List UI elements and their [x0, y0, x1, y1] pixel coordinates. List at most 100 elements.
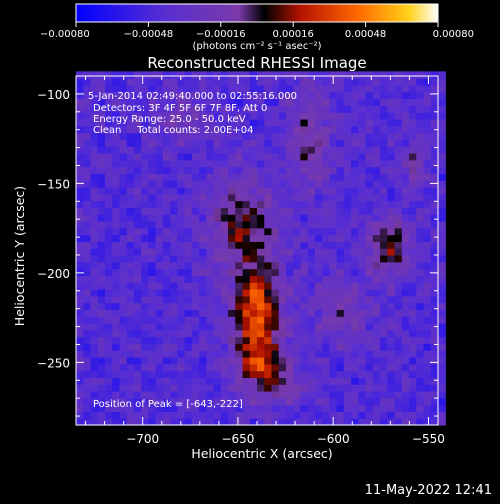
heatmap-cell [206, 78, 215, 86]
heatmap-cell [329, 384, 338, 392]
heatmap-cell [76, 384, 84, 392]
heatmap-cell [387, 180, 396, 188]
heatmap-cell [430, 139, 439, 147]
heatmap-cell [206, 288, 215, 297]
heatmap-cell [264, 152, 273, 161]
heatmap-cell [307, 180, 316, 188]
heatmap-cell [343, 356, 352, 365]
heatmap-cell [423, 241, 432, 249]
heatmap-cell [191, 112, 200, 120]
heatmap-cell [162, 261, 171, 270]
heatmap-cell [126, 186, 135, 195]
heatmap-cell [242, 390, 251, 399]
heatmap-cell [322, 125, 330, 134]
heatmap-cell [264, 241, 273, 249]
heatmap-cell [206, 227, 215, 236]
heatmap-cell [264, 275, 273, 283]
heatmap-cell [97, 227, 106, 236]
heatmap-cell [300, 248, 309, 256]
heatmap-cell [271, 377, 280, 385]
heatmap-cell [365, 275, 374, 283]
heatmap-cell [322, 91, 330, 100]
heatmap-cell [293, 288, 302, 297]
heatmap-cell [97, 84, 106, 93]
heatmap-cell [271, 370, 280, 378]
heatmap-cell [112, 234, 121, 242]
heatmap-cell [133, 200, 142, 208]
heatmap-cell [264, 207, 273, 215]
heatmap-cell [401, 356, 410, 365]
heatmap-cell [430, 220, 439, 229]
heatmap-cell [104, 91, 113, 100]
heatmap-cell [104, 125, 113, 134]
annotation-energy-range: Energy Range: 25.0 - 50.0 keV [93, 114, 246, 125]
heatmap-cell [162, 343, 171, 351]
y-axis-label: Heliocentric Y (arcsec) [12, 186, 27, 326]
heatmap-cell [83, 390, 92, 399]
heatmap-cell [387, 404, 396, 412]
heatmap-cell [401, 227, 410, 236]
heatmap-cell [148, 309, 157, 317]
heatmap-cell [141, 78, 149, 86]
heatmap-cell [155, 78, 164, 86]
heatmap-cell [394, 275, 403, 283]
heatmap-cell [307, 146, 316, 154]
heatmap-cell [249, 220, 258, 229]
heatmap-cell [285, 105, 294, 113]
heatmap-cell [177, 309, 186, 317]
heatmap-cell [343, 404, 352, 412]
heatmap-cell [235, 91, 244, 100]
heatmap-cell [416, 282, 425, 290]
heatmap-cell [278, 193, 287, 202]
heatmap-cell [177, 254, 186, 263]
heatmap-cell [97, 173, 106, 181]
heatmap-cell [249, 329, 258, 338]
heatmap-cell [213, 268, 222, 276]
heatmap-cell [119, 220, 128, 229]
heatmap-cell [314, 166, 323, 174]
heatmap-cell [112, 98, 121, 106]
heatmap-cell [430, 350, 439, 358]
heatmap-cell [199, 302, 207, 310]
heatmap-cell [336, 282, 345, 290]
heatmap-cell [401, 152, 410, 161]
heatmap-cell [191, 384, 200, 392]
heatmap-cell [206, 254, 215, 263]
heatmap-cell [83, 98, 92, 106]
heatmap-cell [394, 329, 403, 338]
heatmap-cell [380, 173, 388, 181]
heatmap-cell [83, 166, 92, 174]
heatmap-cell [155, 227, 164, 236]
heatmap-cell [119, 275, 128, 283]
heatmap-cell [343, 125, 352, 134]
heatmap-cell [235, 105, 244, 113]
heatmap-cell [148, 84, 157, 93]
heatmap-cell [170, 350, 178, 358]
heatmap-cell [278, 302, 287, 310]
heatmap-cell [213, 336, 222, 344]
heatmap-cell [423, 186, 432, 195]
heatmap-cell [83, 91, 92, 100]
heatmap-cell [372, 146, 381, 154]
heatmap-cell [76, 234, 84, 242]
heatmap-cell [199, 125, 207, 134]
heatmap-cell [394, 159, 403, 168]
heatmap-cell [365, 84, 374, 93]
heatmap-cell [401, 295, 410, 304]
heatmap-cell [133, 91, 142, 100]
heatmap-cell [285, 370, 294, 378]
heatmap-cell [257, 186, 265, 195]
heatmap-cell [191, 193, 200, 202]
heatmap-cell [271, 309, 280, 317]
heatmap-cell [242, 377, 251, 385]
heatmap-cell [336, 397, 345, 406]
heatmap-cell [307, 132, 316, 140]
heatmap-cell [228, 98, 236, 106]
heatmap-cell [170, 254, 178, 263]
heatmap-cell [104, 220, 113, 229]
heatmap-cell [148, 282, 157, 290]
heatmap-cell [416, 78, 425, 86]
heatmap-cell [358, 132, 367, 140]
heatmap-cell [97, 180, 106, 188]
heatmap-cell [228, 132, 236, 140]
